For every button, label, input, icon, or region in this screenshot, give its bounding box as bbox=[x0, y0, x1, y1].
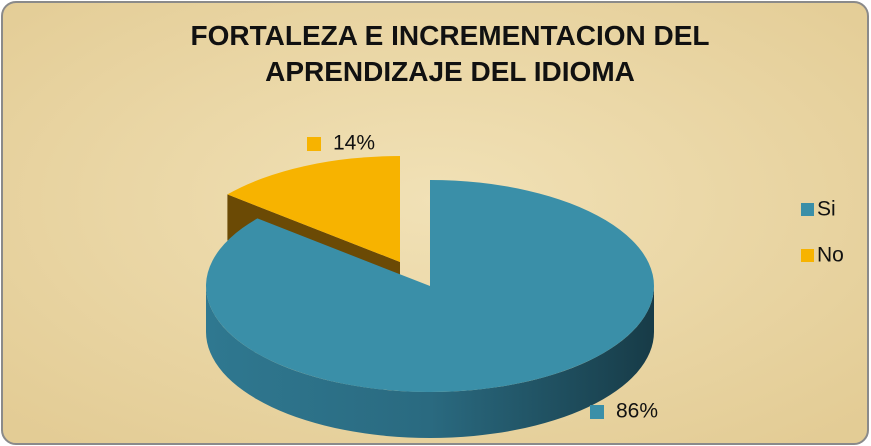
data-label: 14% bbox=[333, 132, 375, 155]
legend-swatch bbox=[801, 203, 814, 216]
data-label: 86% bbox=[616, 400, 658, 423]
label-swatch bbox=[307, 137, 321, 151]
slice bbox=[227, 156, 400, 262]
label-swatch bbox=[590, 405, 604, 419]
legend-label: Si bbox=[817, 198, 836, 221]
legend-label: No bbox=[817, 244, 844, 267]
slice-side bbox=[206, 286, 654, 438]
slice bbox=[205, 180, 654, 392]
legend-swatch bbox=[801, 249, 814, 262]
chart-title: FORTALEZA E INCREMENTACION DEL APRENDIZA… bbox=[190, 20, 710, 87]
